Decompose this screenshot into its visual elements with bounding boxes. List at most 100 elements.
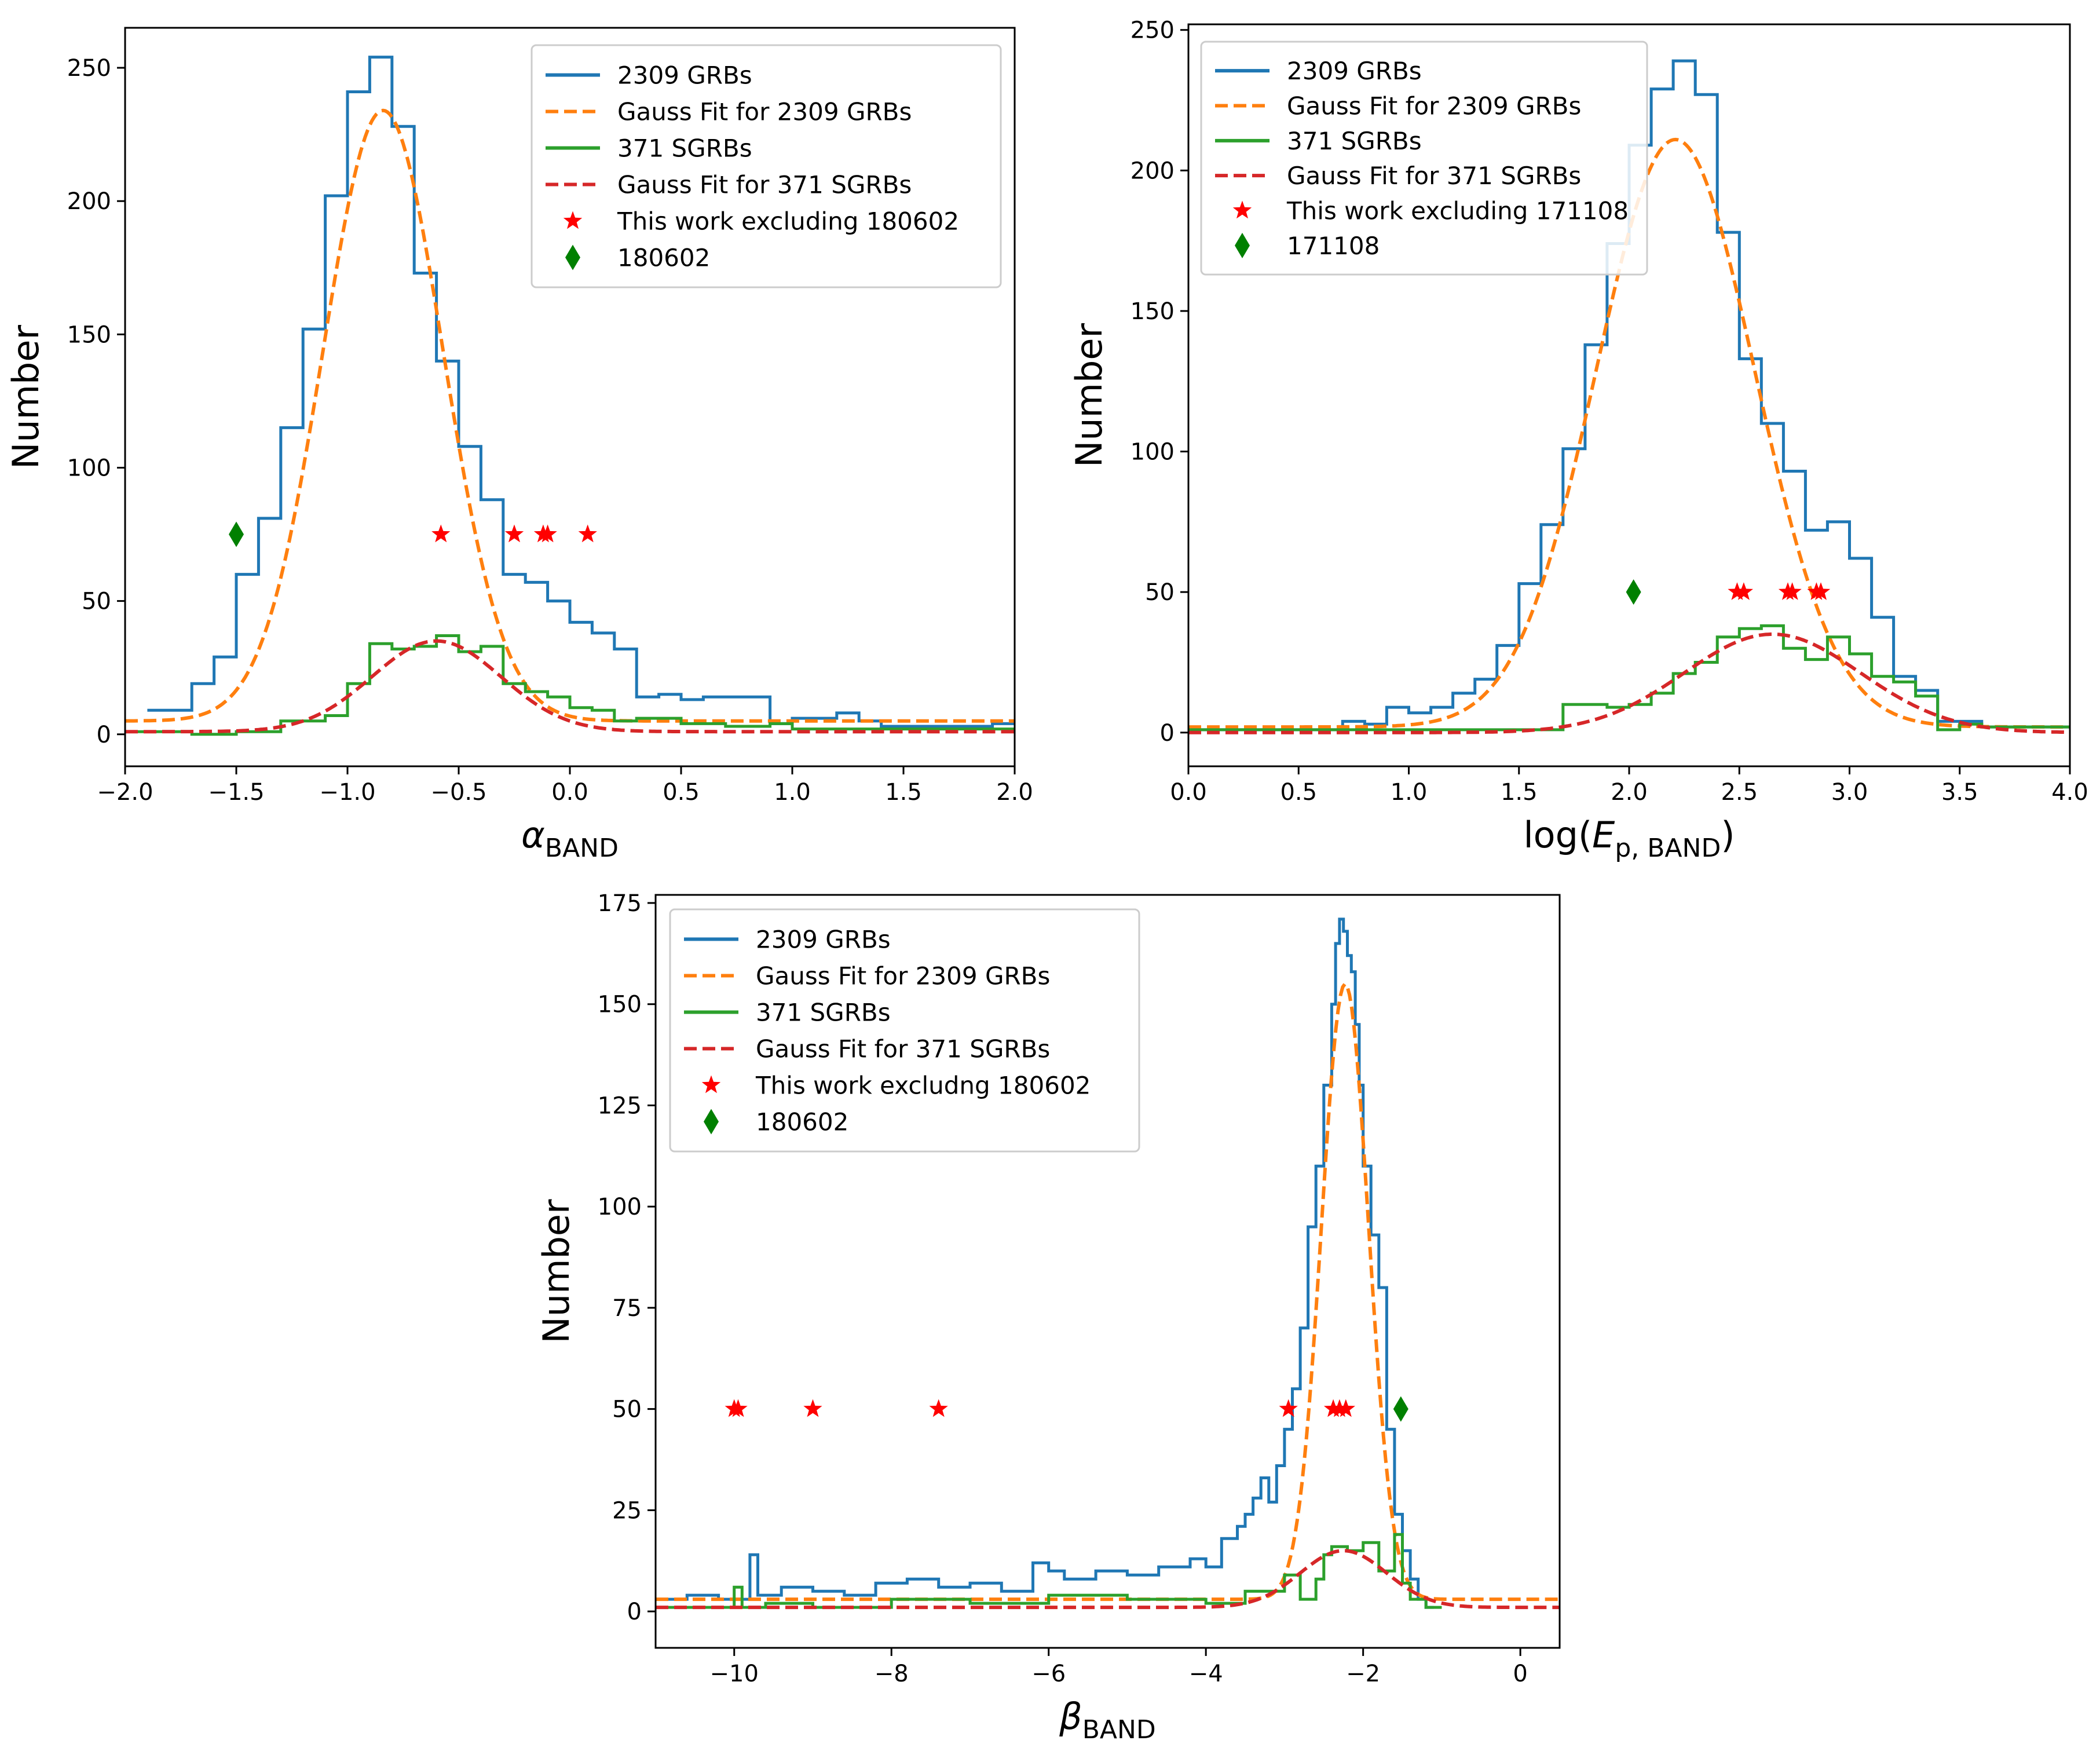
- series-beta-star-marker: [729, 1399, 748, 1417]
- plot-area-alpha: [125, 56, 1015, 736]
- x-tick-label-epeak: 4.0: [2051, 779, 2088, 806]
- y-tick-label-beta: 125: [598, 1092, 642, 1119]
- chart-epeak: 0.0 0.5 1.0 1.5 2.0 2.5 3.0 3.5 4.0 0 50 100 150 200 2…: [1068, 17, 2088, 863]
- chart-beta: −10 −8 −6 −4 −2 0 0 25 50 75 100 125 150 175 Number βBA…: [535, 890, 1561, 1744]
- x-tick-label-alpha: −1.5: [208, 779, 264, 806]
- y-tick-label-beta: 150: [598, 992, 642, 1018]
- x-tick-label-epeak: 0.5: [1280, 779, 1317, 806]
- plot-area-beta: [656, 917, 1560, 1610]
- x-tick-label-epeak: 1.5: [1501, 779, 1538, 806]
- x-tick-label-beta: −10: [710, 1661, 759, 1687]
- legend-star-icon-beta: [701, 1075, 721, 1094]
- legend-diamond-icon-epeak: [1235, 232, 1250, 258]
- x-tick-label-alpha: 0.5: [663, 779, 700, 806]
- series-alpha-1-gauss-fit: [125, 108, 1015, 723]
- x-tick-label-epeak: 1.0: [1391, 779, 1428, 806]
- series-alpha-star-marker: [578, 524, 597, 543]
- x-tick-label-alpha: 0.0: [551, 779, 588, 806]
- series-epeak-0-step-line: [1188, 59, 2070, 732]
- x-tick-label-alpha: −2.0: [97, 779, 153, 806]
- series-alpha-star-marker: [538, 524, 557, 543]
- legend-label-epeak: Gauss Fit for 371 SGRBs: [1287, 162, 1581, 190]
- series-alpha-3-gauss-fit: [125, 639, 1015, 734]
- series-alpha-star-marker: [431, 524, 451, 543]
- y-tick-label-epeak: 150: [1131, 298, 1175, 325]
- legend-label-epeak: 371 SGRBs: [1287, 127, 1422, 155]
- legend-diamond-icon-alpha: [565, 244, 580, 270]
- y-tick-label-alpha: 50: [82, 588, 111, 615]
- legend-label-alpha: 371 SGRBs: [617, 134, 752, 163]
- series-epeak-2-step-line: [1188, 624, 2070, 732]
- y-tick-label-beta: 75: [612, 1295, 642, 1322]
- series-beta-diamond-marker: [1393, 1396, 1408, 1422]
- y-axis-label-epeak: Number: [1068, 323, 1110, 467]
- y-tick-label-alpha: 200: [67, 188, 111, 215]
- x-tick-label-beta: −6: [1031, 1661, 1066, 1687]
- legend-box-beta: [669, 908, 1140, 1153]
- y-tick-label-beta: 0: [627, 1599, 642, 1625]
- x-tick-label-epeak: 3.0: [1831, 779, 1868, 806]
- x-tick-label-alpha: −1.0: [319, 779, 375, 806]
- legend-box-alpha: [531, 44, 1002, 288]
- y-tick-label-beta: 25: [612, 1497, 642, 1524]
- y-tick-label-epeak: 100: [1131, 439, 1175, 466]
- x-tick-label-epeak: 3.5: [1941, 779, 1978, 806]
- y-axis-label-beta: Number: [535, 1199, 577, 1344]
- x-tick-label-epeak: 2.5: [1721, 779, 1758, 806]
- legend-label-beta: 2309 GRBs: [756, 926, 891, 954]
- y-tick-label-alpha: 150: [67, 321, 111, 348]
- legend-label-epeak: This work excluding 171108: [1286, 197, 1629, 225]
- y-tick-label-epeak: 50: [1145, 579, 1175, 606]
- legend-label-alpha: 2309 GRBs: [617, 61, 752, 90]
- x-tick-label-beta: −2: [1346, 1661, 1380, 1687]
- x-tick-label-alpha: 2.0: [996, 779, 1033, 806]
- x-tick-label-alpha: 1.5: [885, 779, 922, 806]
- y-tick-label-epeak: 250: [1131, 17, 1175, 44]
- x-tick-label-beta: −8: [875, 1661, 909, 1687]
- x-tick-label-beta: 0: [1513, 1661, 1527, 1687]
- series-beta-star-marker: [1279, 1399, 1298, 1417]
- legend-label-beta: 180602: [756, 1108, 848, 1136]
- y-tick-label-beta: 175: [598, 890, 642, 917]
- y-axis-label-alpha: Number: [5, 324, 47, 469]
- y-tick-label-alpha: 100: [67, 455, 111, 481]
- legend-box-epeak: [1200, 41, 1648, 276]
- series-beta-2-step-line: [656, 1533, 1442, 1609]
- series-epeak-star-marker: [1783, 582, 1802, 600]
- series-epeak-star-marker: [1734, 582, 1753, 600]
- series-alpha-star-marker: [504, 524, 524, 543]
- legend-label-epeak: 171108: [1287, 232, 1380, 260]
- y-tick-label-beta: 50: [612, 1396, 642, 1423]
- x-tick-label-epeak: 0.0: [1170, 779, 1207, 806]
- axes-frame-beta: [654, 894, 1561, 1649]
- legend-alpha: 2309 GRBs Gauss Fit for 2309 GRBs 371 SGRB…: [531, 44, 1002, 288]
- chart-alpha: −2.0 −1.5 −1.0 −0.5 0.0 0.5 1.0 1.5 2.0 0 50 100 150…: [5, 27, 1033, 863]
- series-beta-star-marker: [803, 1399, 822, 1417]
- legend-star-icon-epeak: [1232, 200, 1252, 219]
- plot-area-epeak: [1188, 59, 2070, 734]
- series-alpha-diamond-marker: [229, 521, 244, 547]
- legend-star-icon-alpha: [563, 211, 583, 229]
- x-axis-label-beta: βBAND: [1059, 1695, 1156, 1744]
- legend-epeak: 2309 GRBs Gauss Fit for 2309 GRBs 371 SGRB…: [1200, 41, 1648, 276]
- x-axis-label-alpha: αBAND: [521, 814, 619, 863]
- y-tick-label-alpha: 0: [97, 722, 111, 748]
- series-beta-star-marker: [929, 1399, 948, 1417]
- legend-diamond-icon-beta: [704, 1109, 719, 1135]
- legend-label-beta: 371 SGRBs: [756, 999, 891, 1027]
- y-tick-label-alpha: 250: [67, 55, 111, 82]
- legend-label-alpha: This work excluding 180602: [617, 207, 959, 236]
- legend-label-alpha: Gauss Fit for 2309 GRBs: [617, 98, 912, 126]
- series-beta-3-gauss-fit: [656, 1549, 1560, 1610]
- legend-label-alpha: Gauss Fit for 371 SGRBs: [617, 171, 912, 199]
- series-epeak-star-marker: [1811, 582, 1831, 600]
- x-tick-label-alpha: −0.5: [430, 779, 486, 806]
- series-epeak-diamond-marker: [1626, 579, 1641, 605]
- legend-label-beta: Gauss Fit for 2309 GRBs: [756, 962, 1050, 990]
- y-tick-label-epeak: 200: [1131, 158, 1175, 184]
- series-beta-star-marker: [1336, 1399, 1355, 1417]
- y-tick-label-epeak: 0: [1160, 720, 1175, 747]
- x-axis-label-epeak: log(Ep, BAND): [1523, 814, 1735, 863]
- x-tick-label-alpha: 1.0: [774, 779, 811, 806]
